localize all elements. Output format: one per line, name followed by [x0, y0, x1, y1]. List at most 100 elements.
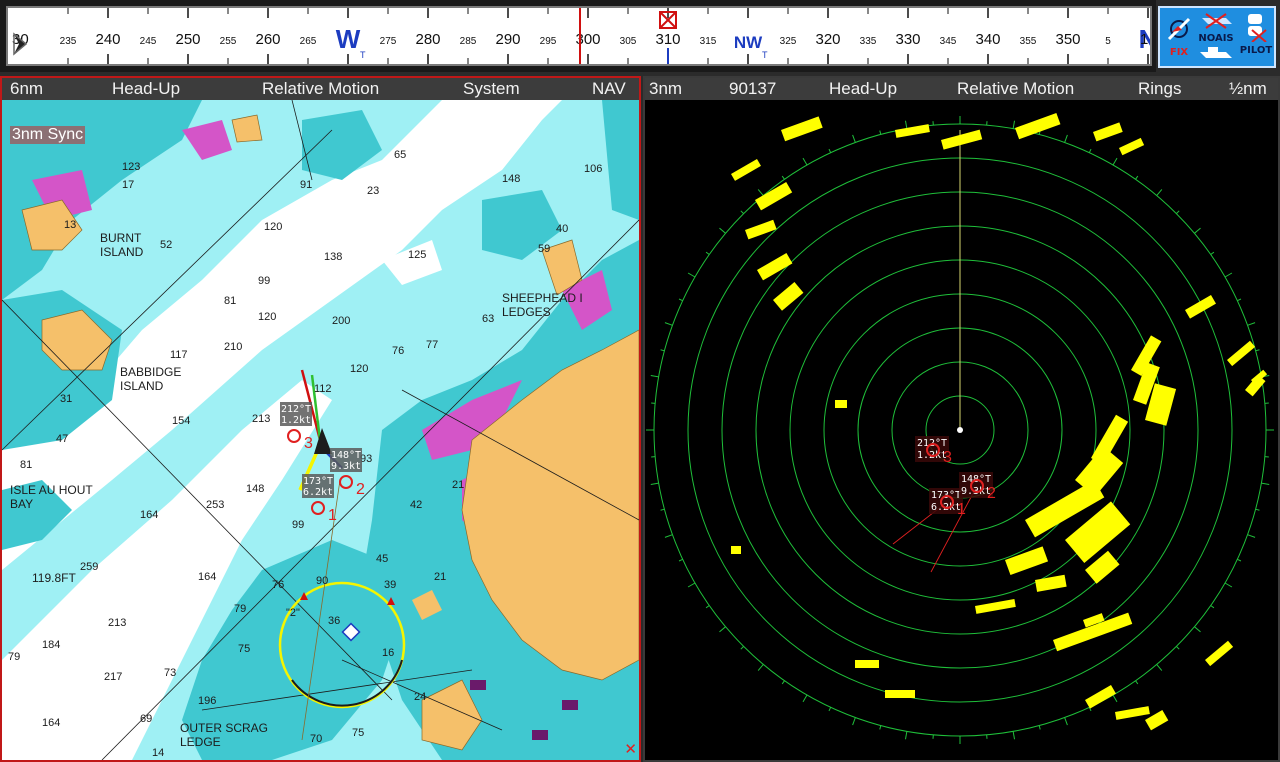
heading-tape[interactable]: 30240250260WT280290300310NWT320330340350… [6, 6, 1152, 66]
radar-echoes [731, 112, 1268, 731]
boat-icon [1200, 47, 1232, 58]
autopilot-icon [1248, 14, 1267, 43]
place-name: ISLE AU HOUT [10, 483, 93, 497]
depth-sounding: 164 [140, 509, 158, 521]
radar-target-info-box[interactable] [959, 472, 993, 498]
target-marker[interactable] [311, 501, 325, 515]
radar-pane-header: 3nm 90137 Head-Up Relative Motion Rings … [645, 78, 1278, 100]
target-id: 3 [304, 435, 313, 452]
depth-sounding: 52 [160, 239, 172, 251]
depth-sounding: 213 [108, 617, 126, 629]
compass-minor-label: 355 [1020, 36, 1037, 47]
radar-orientation[interactable]: Head-Up [829, 79, 898, 98]
target-id: 2 [356, 481, 365, 498]
target-marker[interactable] [287, 429, 301, 443]
depth-sounding: 259 [80, 561, 98, 573]
compass-major-label: 290 [495, 31, 520, 48]
radar-range[interactable]: 3nm [649, 79, 683, 98]
waypoint-bearing-icon [659, 11, 677, 29]
depth-sounding: 112 [314, 383, 332, 395]
target-speed: 6.2kt [303, 487, 333, 498]
nautical-chart[interactable]: 123 17 13 52 91 65 148 106 23 120 99 138 125 40 59 81 12… [2, 100, 639, 760]
heading-compass-bar: 30240250260WT280290300310NWT320330340350… [0, 0, 1156, 72]
compass-major-label: 350 [1055, 31, 1080, 48]
depth-sounding: 63 [482, 313, 494, 325]
waypoint-icon [341, 622, 361, 642]
compass-label: 1 [1140, 31, 1148, 48]
depth-sounding: 77 [426, 339, 438, 351]
depth-sounding: 99 [292, 519, 304, 531]
chart-system-mode[interactable]: System [463, 79, 520, 98]
radar-rings-toggle[interactable]: Rings [1138, 79, 1182, 98]
chart-nav-source[interactable]: NAV [592, 79, 626, 98]
place-name-line2: ISLAND [100, 245, 144, 259]
depth-sounding: 76 [392, 345, 404, 357]
depth-sounding: 14 [152, 747, 164, 759]
depth-sounding: 164 [198, 571, 216, 583]
target-speed: 9.3kt [331, 461, 361, 472]
place-name: OUTER SCRAG [180, 721, 268, 735]
depth-sounding: 69 [140, 713, 152, 725]
depth-sounding: 17 [122, 179, 134, 191]
pilot-button[interactable]: PILOT [1238, 12, 1274, 66]
depth-sounding: 76 [272, 579, 284, 591]
compass-minor-label: 265 [300, 36, 317, 47]
radar-target-id: 3 [943, 449, 952, 466]
close-icon[interactable]: ✕ [624, 740, 637, 758]
scroll-left-chevron-icon[interactable] [10, 26, 34, 62]
compass-minor-label: 315 [700, 36, 717, 47]
place-name: BURNT [100, 231, 142, 245]
fix-button[interactable]: FIX [1164, 14, 1194, 64]
depth-sounding: 23 [367, 185, 379, 197]
depth-sounding: 154 [172, 415, 190, 427]
buoy-icon [300, 592, 308, 600]
depth-readout: 119.8FT [32, 571, 76, 585]
depth-sounding: 213 [252, 413, 270, 425]
chart-orientation[interactable]: Head-Up [112, 79, 181, 98]
radar-display[interactable]: 173°T 6.2kt 1 148°T 9.3kt 2 212°T 1.2kt 3 [645, 100, 1278, 760]
place-name: BABBIDGE [120, 365, 181, 379]
radar-ring-spacing[interactable]: ½nm [1229, 79, 1267, 98]
position-fix-icon [1167, 17, 1191, 41]
chart-motion-mode[interactable]: Relative Motion [262, 79, 380, 98]
compass-minor-label: 285 [460, 36, 477, 47]
target-info-box[interactable] [302, 474, 334, 498]
marina-icon [470, 680, 486, 690]
depth-sounding: 24 [414, 691, 426, 703]
depth-sounding: 125 [408, 249, 426, 261]
depth-sounding: 79 [8, 651, 20, 663]
radar-target-marker[interactable] [970, 479, 984, 493]
chart-range[interactable]: 6nm [10, 79, 44, 98]
target-info-box[interactable] [330, 448, 362, 472]
depth-sounding: 93 [360, 453, 372, 465]
radar-gain-value[interactable]: 90137 [729, 79, 777, 98]
radar-target-id: 1 [957, 501, 966, 518]
radar-target-info-box[interactable] [929, 488, 963, 514]
radar-target-marker[interactable] [926, 443, 940, 457]
depth-sounding: 210 [224, 341, 242, 353]
radar-target-marker[interactable] [940, 495, 954, 509]
compass-minor-label: 245 [140, 36, 157, 47]
compass-major-label: NW [734, 33, 763, 52]
radar-pane[interactable]: 3nm 90137 Head-Up Relative Motion Rings … [643, 76, 1280, 762]
place-name: SHEEPHEAD I [502, 291, 583, 305]
compass-minor-label: 345 [940, 36, 957, 47]
radar-target-id: 2 [987, 485, 996, 502]
depth-sounding: 200 [332, 315, 350, 327]
compass-major-label: 320 [815, 31, 840, 48]
depth-sounding: 81 [224, 295, 236, 307]
depth-sounding: 138 [324, 251, 342, 263]
compass-major-label: 240 [95, 31, 120, 48]
compass-true-subscript: T [762, 50, 768, 60]
radar-target-info-box[interactable] [915, 436, 949, 462]
quick-toolbar: FIX NOAIS PILOT [1158, 6, 1276, 68]
radar-motion-mode[interactable]: Relative Motion [957, 79, 1075, 98]
noais-button[interactable]: NOAIS [1196, 12, 1236, 66]
chart-pane[interactable]: 6nm Head-Up Relative Motion System NAV [0, 76, 641, 762]
target-info-box[interactable] [280, 402, 312, 426]
target-marker[interactable] [339, 475, 353, 489]
depth-sounding: 99 [258, 275, 270, 287]
compass-minor-label: 325 [780, 36, 797, 47]
compass-minor-label: 235 [60, 36, 77, 47]
